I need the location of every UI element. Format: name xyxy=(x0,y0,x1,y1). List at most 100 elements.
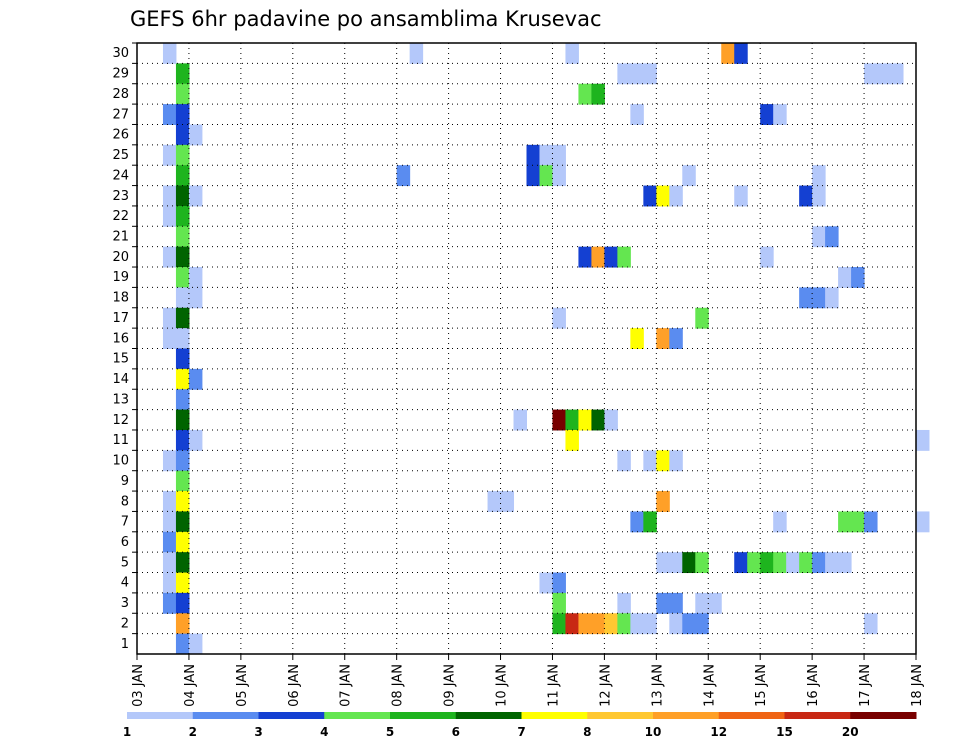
precip-cell xyxy=(565,409,579,431)
precip-cell xyxy=(682,165,696,187)
y-tick-label: 27 xyxy=(112,107,129,122)
colorbar-label: 20 xyxy=(842,725,859,739)
y-tick-label: 28 xyxy=(112,87,129,102)
precipitation-cells xyxy=(162,43,930,655)
precip-cell xyxy=(669,613,683,635)
precip-cell xyxy=(773,552,787,574)
precip-cell xyxy=(162,531,177,553)
y-tick-label: 30 xyxy=(112,46,129,61)
precip-cell xyxy=(656,328,670,349)
y-tick-label: 3 xyxy=(121,596,129,611)
precip-cell xyxy=(552,307,566,329)
precip-cell xyxy=(838,267,852,288)
precip-cell xyxy=(682,613,696,635)
precip-cell xyxy=(175,246,190,268)
precip-cell xyxy=(162,246,177,268)
precip-cell xyxy=(175,470,190,492)
x-tick-label: 09 JAN xyxy=(443,664,458,707)
colorbar-label: 4 xyxy=(320,725,328,739)
precip-cell xyxy=(760,552,774,574)
precip-cell xyxy=(552,409,566,431)
precip-cell xyxy=(604,613,618,635)
colorbar-swatch xyxy=(455,712,522,719)
precip-cell xyxy=(188,429,203,451)
precip-cell xyxy=(175,287,190,309)
precip-cell xyxy=(162,185,177,207)
precip-cell xyxy=(864,511,878,533)
precip-cell xyxy=(175,307,190,329)
precip-cell xyxy=(656,185,670,207)
colorbar-swatch xyxy=(127,712,194,719)
x-tick-label: 03 JAN xyxy=(131,664,146,707)
precip-cell xyxy=(591,409,605,431)
precip-cell xyxy=(799,185,813,207)
precip-cell xyxy=(617,613,631,635)
precip-cell xyxy=(175,592,190,614)
precip-cell xyxy=(773,104,787,125)
y-tick-label: 21 xyxy=(112,229,129,244)
precip-cell xyxy=(682,552,696,574)
x-tick-label: 14 JAN xyxy=(702,664,717,707)
precip-cell xyxy=(643,511,657,533)
precip-cell xyxy=(630,63,644,85)
precip-cell xyxy=(630,328,644,349)
precip-cell xyxy=(175,267,190,288)
precip-cell xyxy=(162,43,177,64)
colorbar-label: 3 xyxy=(254,725,262,739)
y-tick-label: 4 xyxy=(121,576,129,591)
precip-cell xyxy=(526,144,540,166)
colorbar-label: 15 xyxy=(776,725,793,739)
precip-cell xyxy=(656,552,670,574)
y-tick-label: 26 xyxy=(112,128,129,143)
colorbar-swatch xyxy=(587,712,654,719)
precip-cell xyxy=(162,450,177,472)
x-tick-label: 04 JAN xyxy=(183,664,198,707)
precip-cell xyxy=(175,450,190,472)
colorbar-swatch xyxy=(850,712,917,719)
x-tick-label: 05 JAN xyxy=(235,664,250,707)
precip-cell xyxy=(825,226,839,248)
precip-cell xyxy=(656,450,670,472)
colorbar-label: 6 xyxy=(452,725,460,739)
precip-cell xyxy=(175,185,190,207)
colorbar-label: 12 xyxy=(710,725,727,739)
precip-cell xyxy=(578,613,592,635)
precip-cell xyxy=(175,552,190,574)
precip-cell xyxy=(500,491,515,512)
precip-cell xyxy=(669,185,683,207)
x-axis-ticks: 03 JAN 04 JAN 05 JAN 06 JAN 07 JAN 08 JAN 09 J… xyxy=(131,654,925,707)
y-tick-label: 23 xyxy=(112,189,129,204)
precip-cell xyxy=(630,104,644,125)
precip-cell xyxy=(695,592,709,614)
precip-cell xyxy=(786,552,800,574)
precip-cell xyxy=(578,409,592,431)
y-tick-label: 8 xyxy=(121,494,129,509)
precip-cell xyxy=(552,144,566,166)
y-tick-label: 7 xyxy=(121,515,129,530)
precip-cell xyxy=(591,83,605,105)
x-tick-label: 11 JAN xyxy=(546,664,561,707)
precip-cell xyxy=(643,450,657,472)
precip-cell xyxy=(175,511,190,533)
precip-cell xyxy=(630,511,644,533)
colorbar-label: 1 xyxy=(123,725,131,739)
precip-cell xyxy=(695,307,709,329)
x-tick-label: 17 JAN xyxy=(858,664,873,707)
precip-cell xyxy=(188,633,203,655)
colorbar-swatch xyxy=(521,712,588,719)
precip-cell xyxy=(162,491,177,512)
precip-cell xyxy=(708,592,722,614)
precip-cell xyxy=(162,511,177,533)
colorbar-label: 7 xyxy=(517,725,525,739)
colorbar-swatch xyxy=(324,712,391,719)
precip-cell xyxy=(162,572,177,594)
x-tick-label: 15 JAN xyxy=(754,664,769,707)
precip-cell xyxy=(617,450,631,472)
y-tick-label: 17 xyxy=(112,311,129,326)
x-tick-label: 12 JAN xyxy=(598,664,613,707)
precip-cell xyxy=(162,144,177,166)
precip-cell xyxy=(175,83,190,105)
precip-cell xyxy=(487,491,502,512)
y-tick-label: 14 xyxy=(112,372,129,387)
